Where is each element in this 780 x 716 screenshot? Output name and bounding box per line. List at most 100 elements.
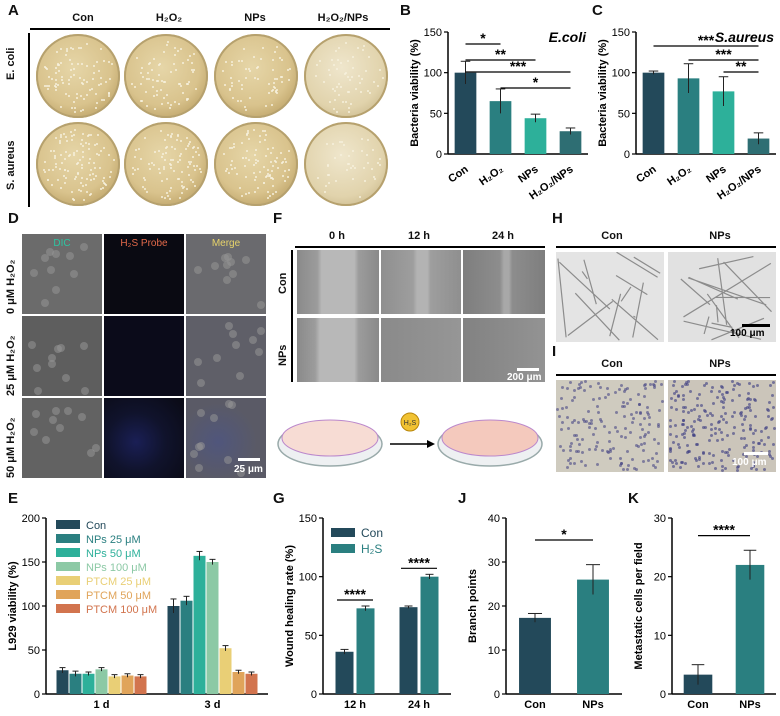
cell xyxy=(711,453,715,457)
colony xyxy=(166,133,169,136)
colony xyxy=(280,76,283,78)
y-tick-label: 0 xyxy=(436,149,442,161)
cell xyxy=(597,411,601,415)
colony xyxy=(193,164,196,167)
cell xyxy=(591,397,595,401)
chart-j: 0 10 20 30 40 Branch points Con NPs * xyxy=(467,513,622,711)
cell xyxy=(647,422,651,426)
x-tick-label: NPs xyxy=(739,699,760,711)
colony xyxy=(169,198,172,201)
panel-a: Con H₂O₂ NPs H₂O₂/NPs E. coli S. aureus xyxy=(0,0,395,215)
cell xyxy=(674,389,678,393)
bar-H₂S-12 h xyxy=(356,608,375,694)
cell xyxy=(635,444,639,448)
cell xyxy=(687,411,691,415)
significance-label: ** xyxy=(495,46,506,62)
cell xyxy=(79,342,88,351)
h-col-nps: NPs xyxy=(709,230,731,242)
micro-dic-25 xyxy=(22,316,102,396)
colony xyxy=(230,168,233,171)
cell xyxy=(593,447,597,451)
cell xyxy=(580,460,584,464)
y-tick-label: 40 xyxy=(488,513,500,525)
colony xyxy=(57,84,60,87)
colony xyxy=(147,162,150,165)
f-row-con: Con xyxy=(277,272,289,294)
cell xyxy=(693,420,697,424)
colony xyxy=(43,65,46,68)
colony xyxy=(150,162,153,165)
cell xyxy=(695,404,699,408)
cell xyxy=(681,385,685,389)
x-tick-label: NPs xyxy=(582,699,603,711)
colony xyxy=(160,155,163,158)
colony xyxy=(316,177,319,180)
cell xyxy=(693,456,697,460)
cell xyxy=(749,428,753,432)
cell xyxy=(744,454,748,458)
colony xyxy=(267,172,270,175)
i-col-con: Con xyxy=(601,358,623,370)
colony xyxy=(195,165,198,168)
legend-label: PTCM 25 μM xyxy=(86,576,151,588)
cell xyxy=(49,416,58,425)
colony xyxy=(326,165,329,168)
cell xyxy=(210,262,219,271)
colony xyxy=(256,66,259,69)
cell xyxy=(614,410,618,414)
cell xyxy=(748,402,752,406)
cell xyxy=(727,453,731,457)
x-tick-label: H₂O₂ xyxy=(477,163,505,188)
y-tick-label: 200 xyxy=(22,513,40,525)
cell xyxy=(639,412,643,416)
colony xyxy=(261,46,264,49)
cell xyxy=(596,463,600,467)
cell xyxy=(768,453,772,457)
colony xyxy=(71,63,74,66)
colony xyxy=(78,76,81,79)
cell xyxy=(699,403,703,407)
colony xyxy=(48,85,51,88)
colony xyxy=(184,148,187,151)
colony xyxy=(264,130,267,133)
colony xyxy=(266,169,269,172)
cell xyxy=(751,448,755,452)
cell xyxy=(623,389,627,393)
x-tick-label: Con xyxy=(687,699,709,711)
colony xyxy=(105,81,108,84)
colony xyxy=(45,85,48,88)
cell xyxy=(709,423,713,427)
colony xyxy=(146,78,149,81)
panel-label-c: C xyxy=(592,2,603,19)
scale-bar-d xyxy=(238,458,260,461)
colony xyxy=(339,85,342,88)
tube-network xyxy=(680,255,772,341)
colony xyxy=(148,61,151,64)
colony xyxy=(265,105,268,108)
colony xyxy=(266,190,269,193)
cell xyxy=(47,265,56,274)
cell xyxy=(732,410,736,414)
colony xyxy=(257,65,260,68)
colony xyxy=(170,135,173,138)
significance-label: **** xyxy=(713,522,735,538)
cell xyxy=(606,387,610,391)
cell xyxy=(196,379,205,388)
colony xyxy=(276,166,279,169)
cell xyxy=(580,380,584,384)
colony xyxy=(190,69,193,72)
cell xyxy=(614,390,618,394)
cell xyxy=(685,382,689,386)
colony xyxy=(47,88,50,91)
colony xyxy=(337,58,339,61)
colony xyxy=(54,66,57,69)
colony xyxy=(344,73,347,76)
colony xyxy=(347,155,350,158)
colony xyxy=(157,167,160,170)
colony xyxy=(194,87,197,90)
colony xyxy=(150,68,153,71)
cell xyxy=(709,389,713,393)
cell xyxy=(722,398,726,402)
col-dic: DIC xyxy=(53,238,71,249)
colony xyxy=(153,151,156,154)
